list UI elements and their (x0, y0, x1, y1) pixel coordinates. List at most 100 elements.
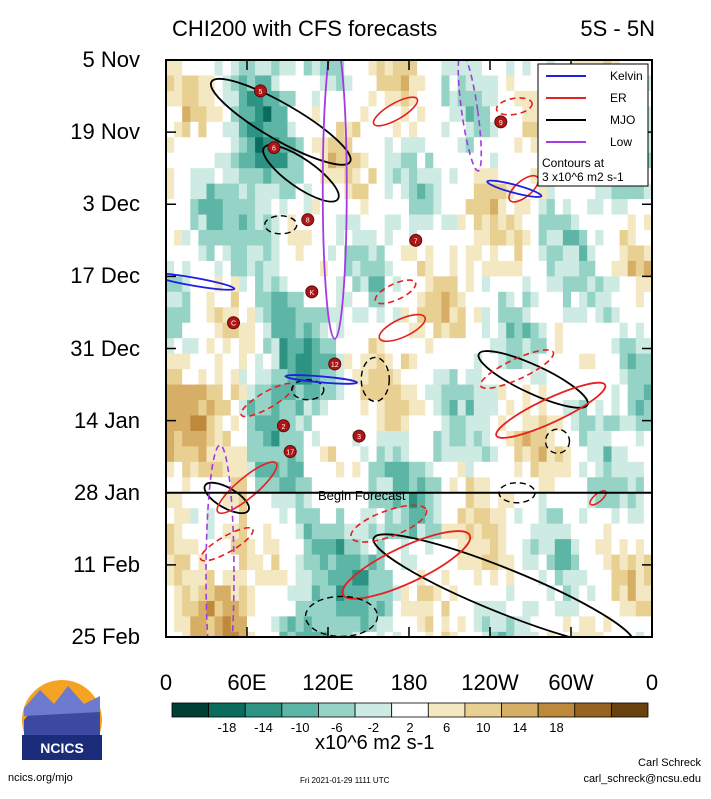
heatmap-cell (433, 600, 442, 617)
heatmap-cell (538, 477, 548, 494)
heatmap-cell (457, 492, 467, 509)
heatmap-cell (514, 600, 523, 617)
heatmap-cell (409, 600, 418, 617)
heatmap-cell (206, 199, 216, 216)
heatmap-cell (368, 492, 378, 509)
heatmap-cell (271, 322, 280, 339)
heatmap-cell (182, 492, 191, 509)
heatmap-cell (328, 554, 337, 571)
heatmap-cell (352, 75, 361, 92)
heatmap-cell (522, 183, 531, 200)
site-link[interactable]: ncics.org/mjo (8, 772, 73, 784)
heatmap-cell (344, 353, 353, 370)
heatmap-cell (279, 369, 288, 386)
heatmap-cell (206, 353, 216, 370)
heatmap-cell (287, 230, 297, 246)
heatmap-cell (619, 199, 629, 216)
heatmap-cell (166, 384, 175, 401)
heatmap-cell (279, 523, 288, 540)
heatmap-cell (368, 523, 378, 540)
heatmap-cell (465, 199, 475, 216)
heatmap-cell (490, 60, 499, 76)
colorbar-swatch (610, 702, 649, 718)
heatmap-cell (538, 291, 548, 308)
heatmap-cell (579, 291, 588, 308)
heatmap-cell (214, 570, 224, 586)
heatmap-cell (587, 307, 596, 324)
heatmap-cell (643, 446, 652, 463)
heatmap-cell (352, 353, 361, 370)
heatmap-cell (255, 461, 264, 478)
legend-note: Contours at (542, 156, 605, 170)
heatmap-cell (287, 60, 297, 76)
heatmap-cell (603, 214, 612, 231)
contour (209, 77, 352, 166)
heatmap-cell (627, 415, 637, 432)
heatmap-cell (247, 430, 256, 447)
heatmap-cell (643, 245, 652, 262)
heatmap-cell (417, 400, 426, 416)
heatmap-cell (352, 585, 361, 602)
heatmap-cell (271, 523, 280, 540)
heatmap-cell (271, 260, 280, 277)
heatmap-cell (506, 260, 515, 277)
heatmap-cell (562, 461, 572, 478)
heatmap-cell (498, 245, 507, 262)
heatmap-cell (206, 570, 216, 586)
heatmap-cell (603, 369, 612, 386)
colorbar-swatch (281, 702, 319, 718)
heatmap-cell (295, 214, 305, 231)
heatmap-cell (287, 338, 297, 355)
heatmap-cell (506, 585, 515, 602)
heatmap-cell (417, 322, 426, 339)
heatmap-cell (603, 430, 612, 447)
heatmap-cell (222, 199, 232, 216)
heatmap-cell (473, 260, 483, 277)
heatmap-cell (198, 508, 207, 525)
heatmap-cell (546, 276, 556, 293)
heatmap-cell (457, 338, 467, 355)
heatmap-cell (222, 631, 232, 637)
heatmap-cell (368, 600, 378, 617)
author-email[interactable]: carl_schreck@ncsu.edu (583, 773, 701, 785)
heatmap-cell (368, 121, 378, 138)
heatmap-cell (311, 245, 321, 262)
heatmap-cell (344, 461, 353, 478)
heatmap-cell (473, 369, 483, 386)
heatmap-cell (255, 168, 264, 185)
heatmap-cell (449, 477, 459, 494)
heatmap-cell (449, 121, 459, 138)
heatmap-cell (417, 199, 426, 216)
heatmap-cell (271, 616, 280, 633)
heatmap-cell (336, 214, 345, 231)
heatmap-cell (190, 322, 199, 339)
heatmap-cell (579, 214, 588, 231)
heatmap-cell (490, 508, 499, 525)
heatmap-cell (166, 260, 175, 277)
heatmap-cell (255, 369, 264, 386)
heatmap-cell (392, 338, 402, 355)
heatmap-cell (441, 461, 450, 478)
heatmap-cell (230, 168, 240, 185)
heatmap-cell (263, 446, 272, 463)
heatmap-cell (182, 322, 191, 339)
x-tick-label: 0 (645, 670, 659, 695)
heatmap-cell (635, 415, 645, 432)
heatmap-cell (417, 60, 426, 76)
heatmap-cell (546, 307, 556, 324)
heatmap-cell (360, 230, 369, 246)
heatmap-cell (392, 214, 402, 231)
heatmap-cell (328, 430, 337, 447)
heatmap-cell (506, 214, 515, 231)
heatmap-cell (295, 631, 305, 637)
heatmap-cell (538, 307, 548, 324)
heatmap-cell (222, 245, 232, 262)
heatmap-cell (279, 353, 288, 370)
heatmap-cell (546, 523, 556, 540)
heatmap-cell (579, 384, 588, 401)
heatmap-cell (174, 60, 183, 76)
heatmap-cell (562, 260, 572, 277)
heatmap-cell (400, 291, 410, 308)
heatmap-cell (271, 570, 280, 586)
